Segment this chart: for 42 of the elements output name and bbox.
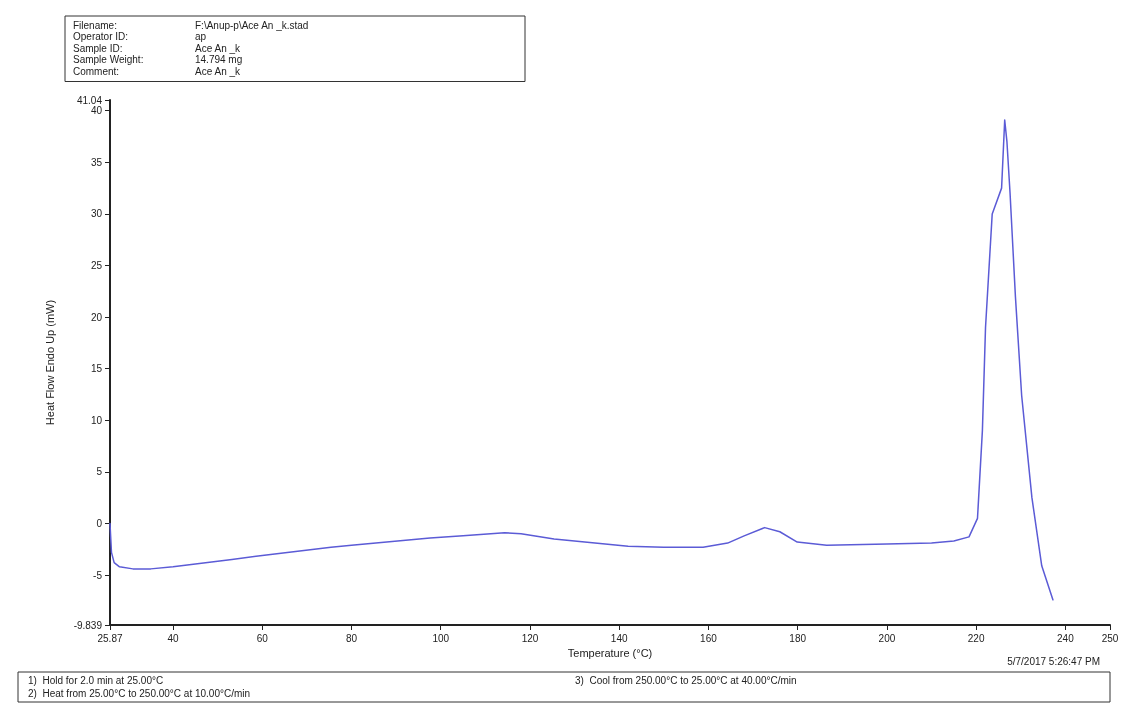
text: ap bbox=[195, 31, 207, 42]
text: Ace An _k bbox=[195, 65, 242, 77]
text: Filename: bbox=[73, 19, 117, 31]
y-tick-label: 41.04 bbox=[76, 94, 103, 106]
y-tick-label: 15 bbox=[90, 363, 103, 375]
y-tick-label: 40 bbox=[90, 105, 103, 117]
x-tick-label: 180 bbox=[789, 632, 807, 644]
x-tick-label: 250 bbox=[1101, 632, 1119, 644]
text: 2) Heat from 25.00°C to 250.00°C at 10.00°C/min bbox=[28, 687, 251, 699]
y-tick-label: 25 bbox=[90, 260, 103, 272]
y-axis-title: Heat Flow Endo Up (mW) bbox=[43, 299, 56, 426]
line-series bbox=[109, 119, 1054, 601]
y-tick-label: 5 bbox=[96, 466, 103, 478]
x-tick-label: 40 bbox=[167, 632, 180, 644]
text: 1) Hold for 2.0 min at 25.00°C bbox=[28, 674, 164, 686]
y-tick-label: -5 bbox=[93, 569, 103, 581]
text: Comment: bbox=[73, 65, 120, 77]
x-axis-title: Temperature (°C) bbox=[567, 647, 653, 660]
text: Operator ID: bbox=[73, 31, 129, 42]
x-tick-label: 80 bbox=[345, 632, 358, 644]
y-tick-label: 0 bbox=[96, 517, 103, 529]
x-tick-label: 140 bbox=[610, 632, 628, 644]
text: 5/7/2017 5:26:47 PM bbox=[1007, 655, 1100, 667]
y-tick-label: 30 bbox=[90, 208, 103, 220]
x-tick-label: 25.87 bbox=[97, 632, 123, 644]
text: 3) Cool from 250.00°C to 25.00°C at 40.00°C/min bbox=[575, 674, 797, 686]
x-tick-label: 120 bbox=[521, 632, 539, 644]
y-tick-label: 10 bbox=[90, 414, 103, 426]
x-tick-label: 160 bbox=[700, 632, 718, 644]
x-tick-label: 220 bbox=[967, 632, 985, 644]
text: Ace An _k bbox=[195, 42, 242, 54]
y-tick-label: 20 bbox=[90, 311, 103, 323]
text: Sample Weight: bbox=[73, 54, 144, 65]
y-tick-label: -9.839 bbox=[73, 619, 103, 631]
x-tick-label: 60 bbox=[256, 632, 269, 644]
text: F:\Anup-p\Ace An _k.stad bbox=[195, 19, 309, 31]
text: 14.794 mg bbox=[195, 54, 243, 65]
x-tick-label: 240 bbox=[1057, 632, 1075, 644]
x-tick-label: 100 bbox=[432, 632, 450, 644]
y-tick-label: 35 bbox=[90, 156, 103, 168]
x-tick-label: 200 bbox=[878, 632, 896, 644]
text: Sample ID: bbox=[73, 42, 123, 54]
